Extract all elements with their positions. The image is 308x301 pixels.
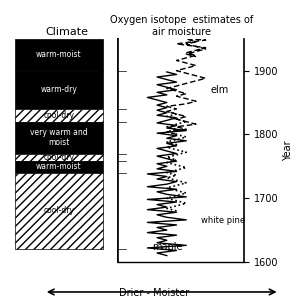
Bar (15, 109, 103, 122)
Bar (15, 173, 103, 249)
Text: warm-moist: warm-moist (36, 50, 82, 59)
Bar (15, 161, 103, 173)
Text: warm-moist: warm-moist (36, 163, 82, 172)
Text: very warm and
moist: very warm and moist (30, 128, 88, 147)
Text: maple: maple (152, 242, 183, 252)
Text: cool-dry: cool-dry (43, 206, 75, 216)
Text: warm-dry: warm-dry (40, 85, 77, 94)
Text: cool-dry: cool-dry (43, 153, 75, 162)
Text: white pine: white pine (201, 216, 245, 225)
Bar (15, 154, 103, 161)
Bar (15, 71, 103, 109)
Title: Oxygen isotope  estimates of
air moisture: Oxygen isotope estimates of air moisture (110, 15, 253, 37)
Bar (15, 122, 103, 154)
Y-axis label: Year: Year (283, 140, 293, 161)
Title: Climate: Climate (45, 26, 88, 37)
Bar (15, 39, 103, 71)
Text: Drier - Moister: Drier - Moister (119, 288, 189, 298)
Text: elm: elm (210, 85, 229, 95)
Text: cool-dry: cool-dry (43, 111, 75, 120)
